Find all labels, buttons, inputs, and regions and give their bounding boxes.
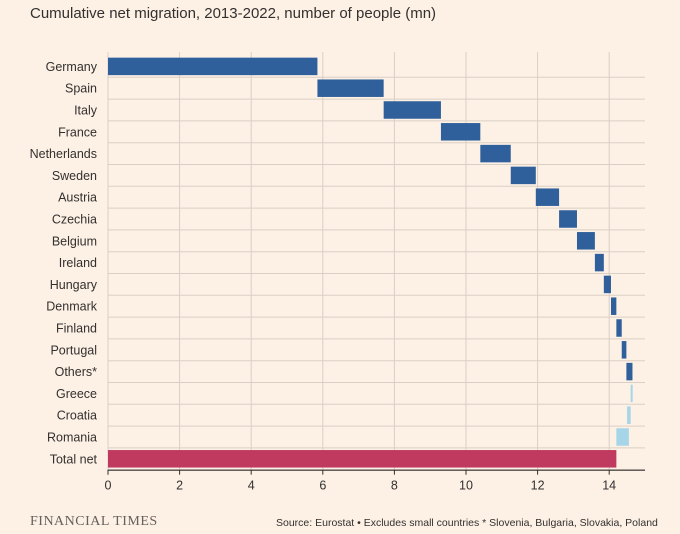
category-label: Hungary	[50, 278, 98, 292]
bar-croatia	[627, 406, 631, 424]
bar-austria	[535, 188, 560, 206]
bar-greece	[630, 384, 633, 403]
bar-italy	[383, 101, 441, 119]
x-tick-label: 2	[176, 479, 183, 493]
bar-netherlands	[480, 144, 511, 163]
bar-hungary	[603, 275, 611, 294]
bar-ireland	[594, 253, 604, 272]
category-label: Greece	[56, 387, 97, 401]
category-label: Croatia	[57, 409, 97, 423]
bar-romania	[616, 428, 629, 446]
bar-germany	[108, 57, 318, 76]
category-label: Finland	[56, 322, 97, 336]
category-label: Portugal	[50, 343, 97, 357]
waterfall-chart: Germany Spain Italy France Netherlands Sweden…	[30, 52, 645, 493]
bar-others	[626, 362, 633, 381]
category-label: France	[58, 125, 97, 139]
bar-finland	[616, 319, 622, 337]
x-tick-label: 4	[248, 479, 255, 493]
category-label: Spain	[65, 82, 97, 96]
category-label: Austria	[58, 191, 97, 205]
x-tick-label: 6	[319, 479, 326, 493]
category-label: Czechia	[52, 213, 97, 227]
category-label: Sweden	[52, 169, 97, 183]
x-tick-label: 8	[391, 479, 398, 493]
category-label: Others*	[55, 365, 98, 379]
x-tick-label: 10	[459, 479, 473, 493]
category-label: Denmark	[46, 300, 97, 314]
bar-belgium	[576, 232, 595, 250]
bar-portugal	[621, 341, 627, 359]
bar-denmark	[610, 297, 617, 315]
bar-france	[440, 123, 481, 141]
brand-logo-text: FINANCIAL TIMES	[30, 514, 158, 529]
category-label: Romania	[47, 431, 97, 445]
x-tick-label: 0	[105, 479, 112, 493]
category-label: Total net	[50, 452, 98, 466]
bar-sweden	[510, 166, 536, 185]
category-label: Netherlands	[30, 147, 97, 161]
x-tick-label: 12	[531, 479, 545, 493]
category-label: Italy	[74, 104, 98, 118]
bar-czechia	[559, 210, 577, 228]
bar-total-net	[108, 450, 617, 468]
category-label: Germany	[46, 60, 98, 74]
category-label: Belgium	[52, 234, 97, 248]
source-note: Source: Eurostat • Excludes small countr…	[276, 517, 658, 529]
bar-spain	[317, 79, 384, 97]
x-tick-label: 14	[602, 479, 616, 493]
chart-title: Cumulative net migration, 2013-2022, num…	[30, 5, 437, 22]
category-label: Ireland	[59, 256, 97, 270]
